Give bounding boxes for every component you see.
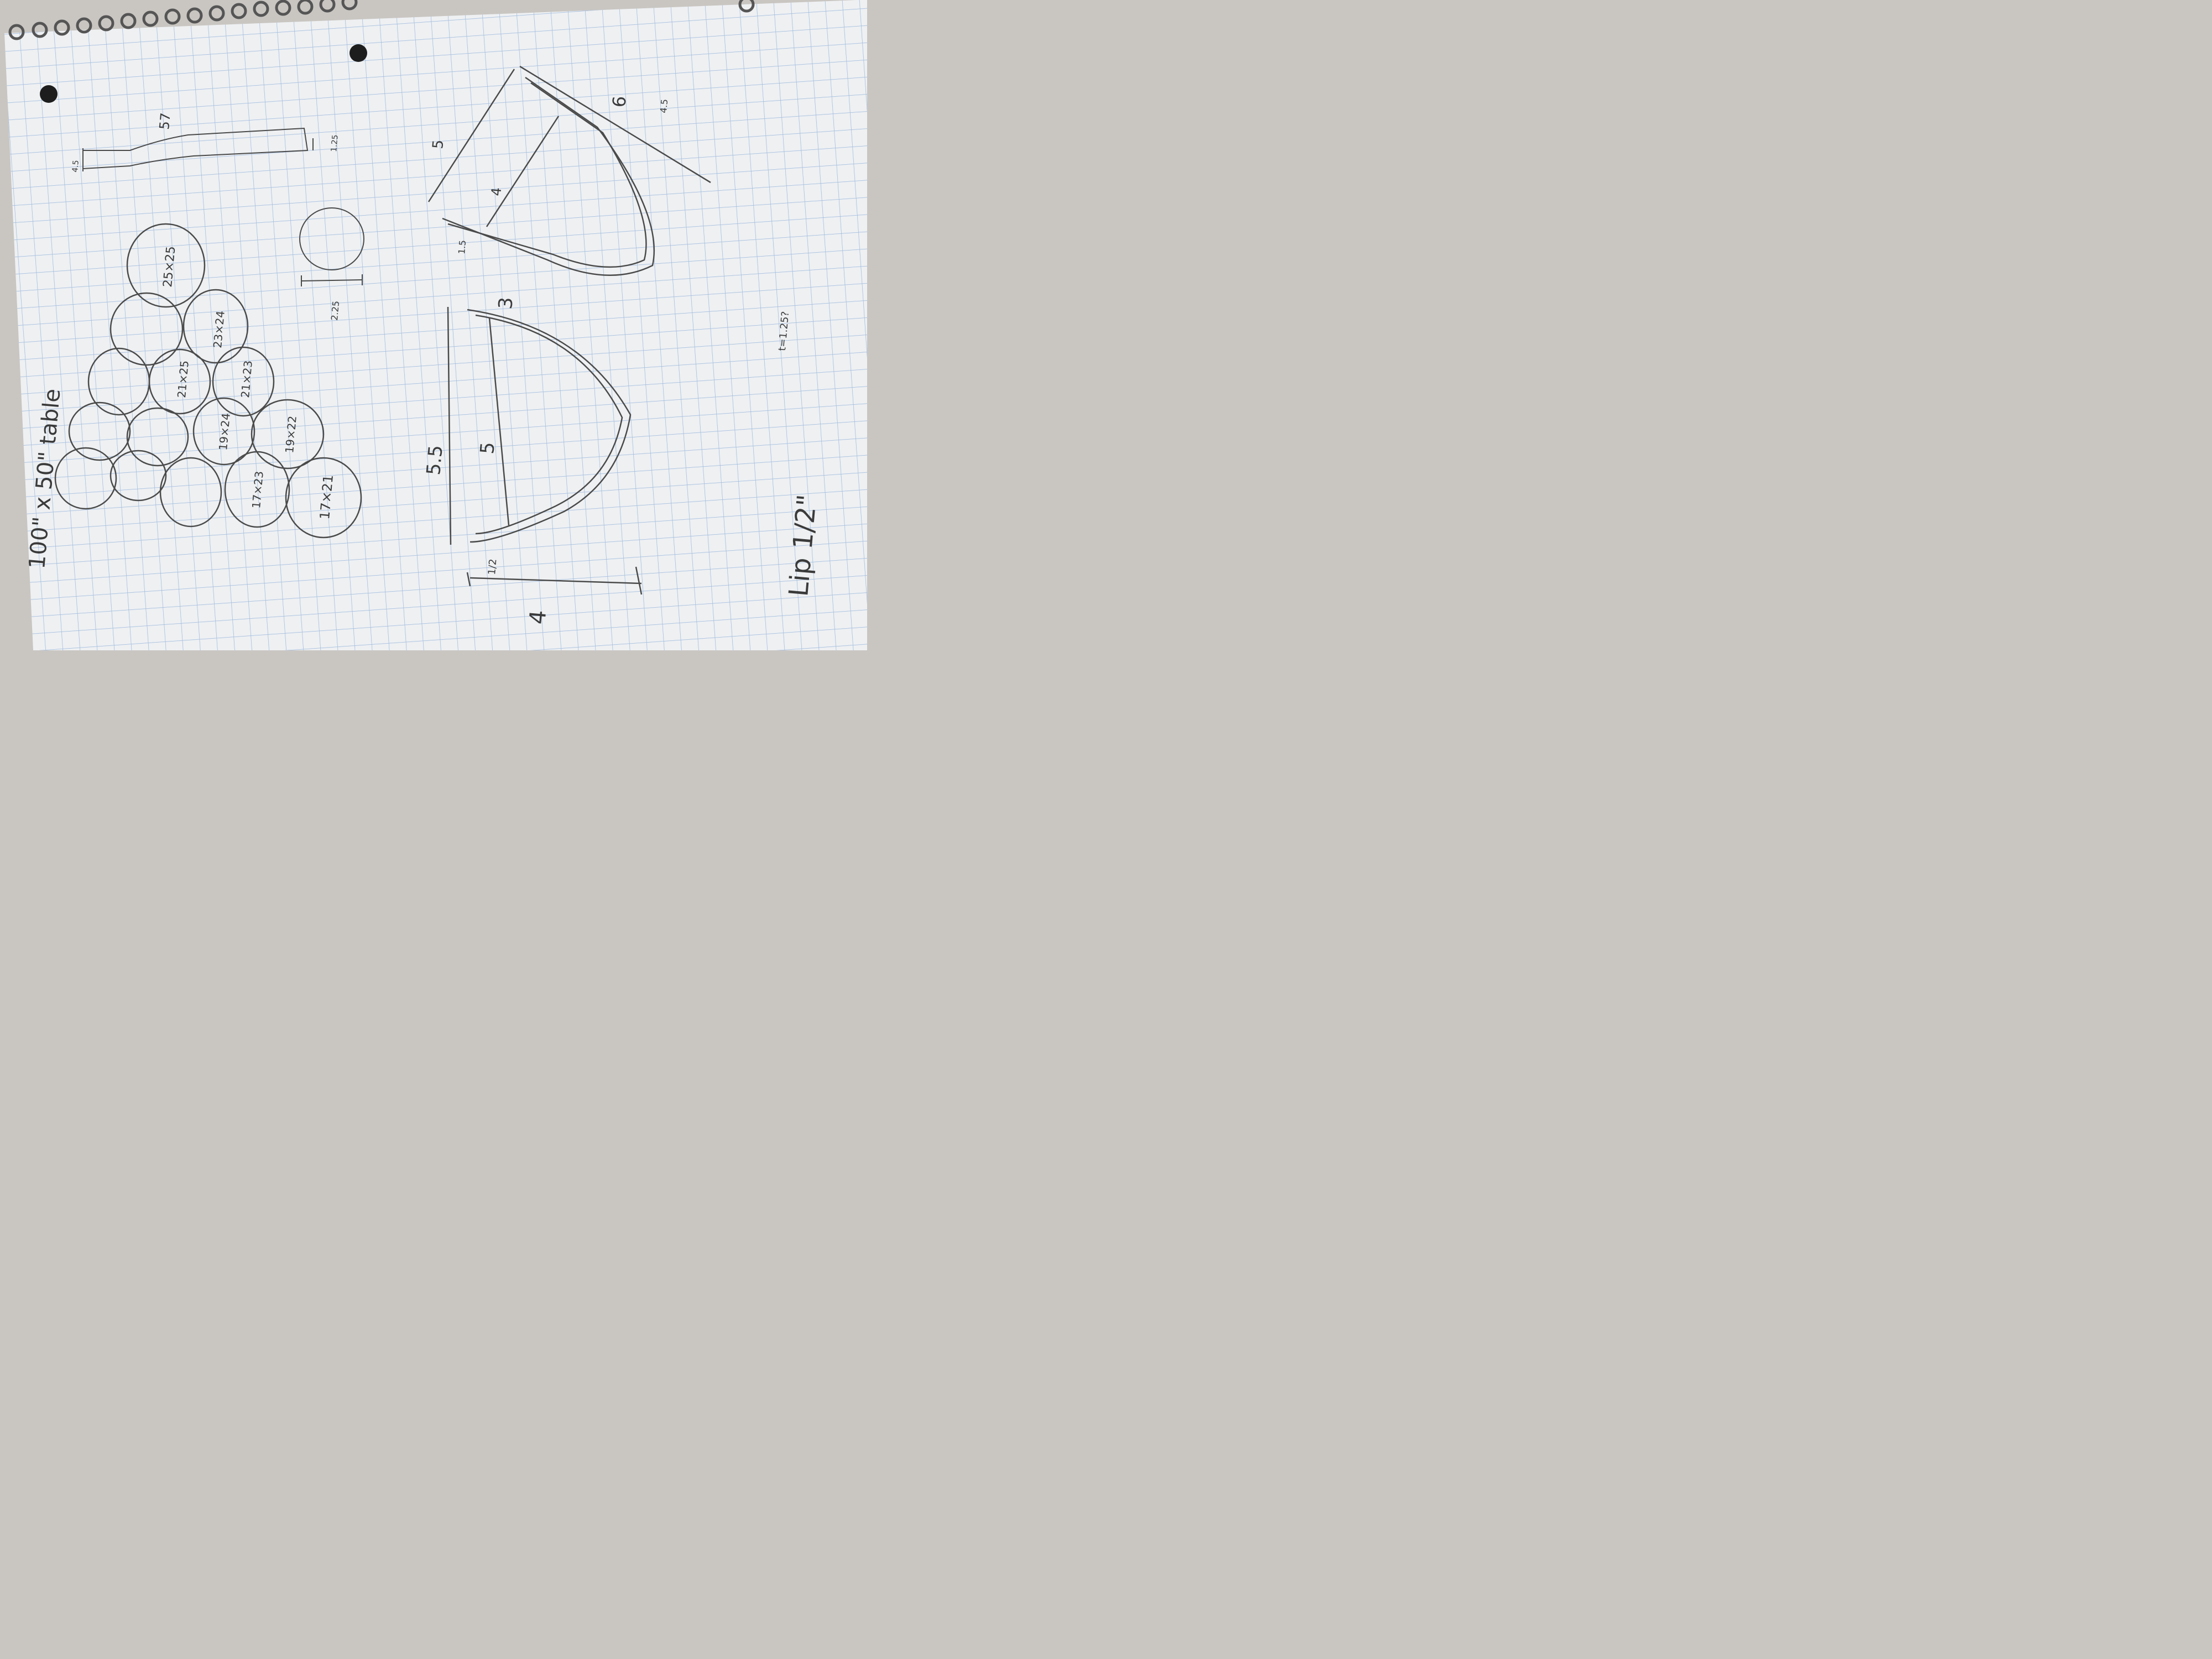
ring-outline xyxy=(192,397,255,466)
ring-outline xyxy=(182,289,249,364)
ring-outline xyxy=(212,346,275,417)
lower-dim-top: 3 xyxy=(494,296,518,310)
ring-outline xyxy=(54,447,117,510)
spiral-binding xyxy=(8,0,755,40)
punch-hole xyxy=(349,44,367,62)
ring-label: 19×22 xyxy=(283,415,299,453)
ring-label: 23×24 xyxy=(211,310,227,348)
ring-cluster xyxy=(54,223,362,539)
ring-outline xyxy=(159,457,222,528)
ring-outline xyxy=(126,407,189,467)
upper-dim-right: 4.5 xyxy=(658,98,670,113)
ring-outline xyxy=(87,347,150,416)
small-circle-sketch xyxy=(299,207,364,286)
lower-dim-left: 4 xyxy=(525,609,551,625)
ring-label: 19×24 xyxy=(216,413,233,451)
ring-outline xyxy=(109,292,184,366)
ring-outline xyxy=(68,401,131,461)
ring-label: 21×25 xyxy=(175,360,191,398)
upper-dim-top: 5 xyxy=(430,139,447,150)
ring-outline xyxy=(126,223,206,308)
bar-dim-top: 57 xyxy=(156,112,174,131)
lower-curve-sketch xyxy=(447,306,643,595)
lower-dim-inner: 5 xyxy=(476,441,499,455)
small-circle-dim: 2.25 xyxy=(329,300,341,321)
ring-label: 17×23 xyxy=(249,471,266,509)
lower-dim-outer: 5.5 xyxy=(422,444,447,476)
upper-dim-mid: 4 xyxy=(488,187,504,197)
upper-dim-bottom: 1.5 xyxy=(456,239,468,254)
notebook-photo: 100" x 50" table 25×25 23×24 21×25 21×23… xyxy=(0,0,867,650)
bar-dim-left: 4.5 xyxy=(71,160,81,173)
ring-outline xyxy=(224,451,290,528)
upper-dim-far: 6 xyxy=(608,95,630,108)
grid-paper-page xyxy=(4,0,867,650)
punch-hole xyxy=(40,85,58,103)
upper-curve-sketch xyxy=(427,65,711,276)
ring-outline xyxy=(251,399,325,469)
lower-dim-bottom: 1/2 xyxy=(486,559,499,576)
bar-dim-right: 1.25 xyxy=(330,134,340,152)
bar-sketch xyxy=(82,127,314,171)
ring-outline xyxy=(109,450,167,502)
ring-label: 21×23 xyxy=(238,360,255,398)
ring-outline xyxy=(285,457,362,539)
